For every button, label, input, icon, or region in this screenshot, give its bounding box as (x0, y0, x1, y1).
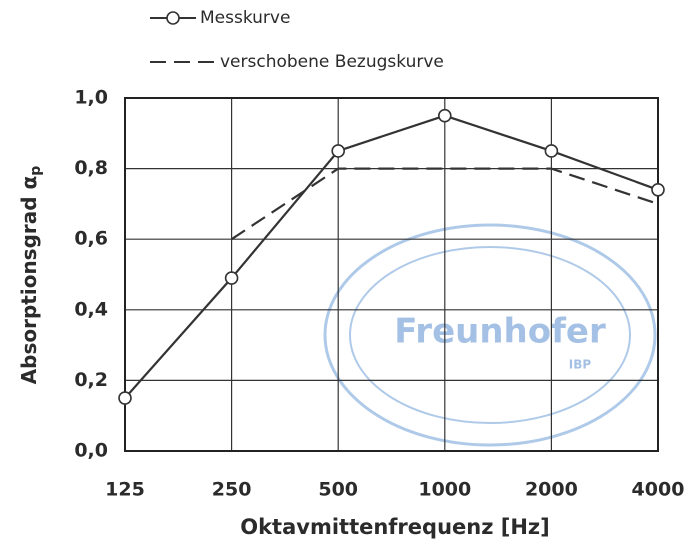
x-tick-label: 1000 (418, 479, 471, 501)
data-point (544, 144, 559, 158)
data-line (124, 114, 659, 399)
data-point (224, 271, 239, 285)
data-point (118, 391, 132, 405)
legend-marker (166, 11, 180, 25)
stamp-ring (349, 246, 631, 424)
y-tick-label: 0,8 (74, 157, 108, 179)
data-point (437, 108, 452, 123)
legend-label: verschobene Bezugskurve (220, 52, 444, 72)
x-tick-label: 125 (105, 479, 145, 501)
stamp: Freunhofer IBP (323, 223, 657, 447)
x-tick-label: 500 (318, 479, 358, 501)
x-tick-label: 2000 (525, 479, 578, 501)
data-point (651, 182, 665, 197)
x-tick-label: 4000 (632, 479, 685, 501)
y-tick-label: 1,0 (74, 87, 108, 109)
y-tick-label: 0,4 (74, 298, 108, 320)
plot-frame (124, 97, 659, 452)
data-point (331, 144, 346, 158)
x-axis-label: Oktavmittenfrequenz [Hz] (240, 515, 550, 539)
y-tick-label: 0,6 (74, 228, 108, 250)
data-line (230, 167, 659, 241)
stamp-text: IBP (569, 358, 592, 372)
x-tick-label: 250 (212, 479, 252, 501)
y-axis-label: Absorptionsgrad αp (17, 166, 45, 385)
y-axis-label-sub: p (28, 166, 44, 176)
legend-label: Messkurve (200, 8, 290, 28)
stamp-ring (323, 223, 657, 447)
y-tick-label: 0,2 (74, 369, 108, 391)
y-tick-label: 0,0 (74, 440, 108, 462)
stamp-text: Freunhofer (394, 312, 606, 352)
y-axis-label-main: Absorptionsgrad α (17, 176, 41, 385)
